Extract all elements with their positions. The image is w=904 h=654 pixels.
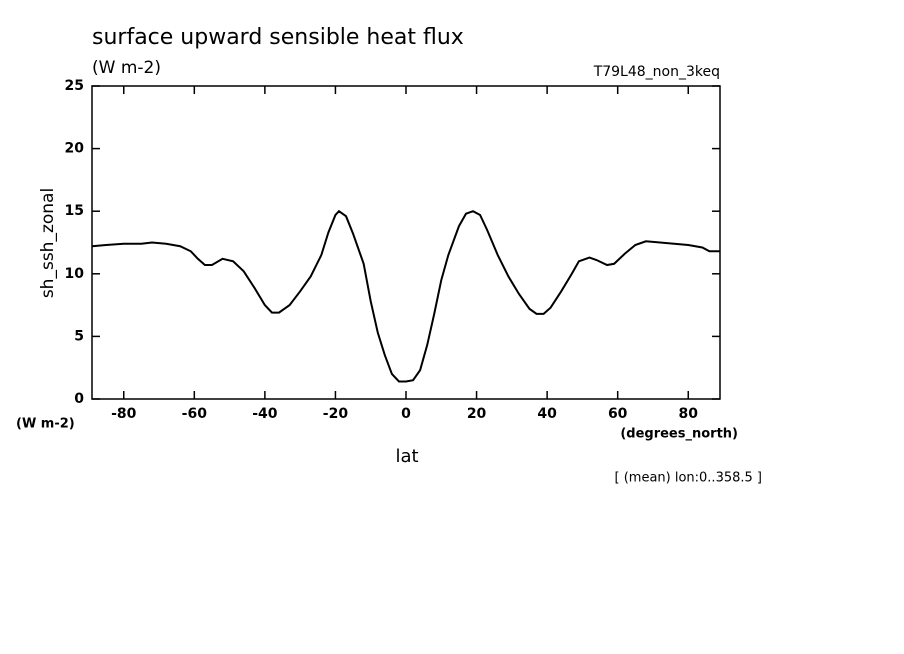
x-axis-label: lat [395, 446, 418, 467]
y-tick-label: 0 [74, 391, 84, 407]
x-unit: (degrees_north) [620, 427, 738, 442]
y-unit: (W m-2) [16, 417, 75, 432]
experiment-label: T79L48_non_3keq [593, 64, 720, 80]
x-tick-label: 80 [679, 406, 699, 422]
plot-frame [91, 85, 721, 400]
x-tick-label: 0 [401, 406, 411, 422]
chart-title: surface upward sensible heat flux [92, 25, 464, 50]
x-tick-label: -40 [252, 406, 278, 422]
x-tick-label: 40 [537, 406, 557, 422]
y-tick-label: 10 [65, 266, 85, 282]
line [91, 209, 720, 383]
x-tick-label: -80 [111, 406, 137, 422]
annotation: [ (mean) lon:0..358.5 ] [615, 471, 763, 486]
y-tick-label: 25 [65, 78, 84, 94]
x-tick-label: 60 [608, 406, 628, 422]
x-tick-label: -20 [323, 406, 349, 422]
x-tick-label: -60 [182, 406, 208, 422]
y-axis-label: sh_ssh_zonal [38, 188, 58, 298]
chart-subtitle: (W m-2) [92, 58, 161, 78]
y-tick-label: 15 [65, 203, 84, 219]
y-tick-label: 20 [65, 141, 85, 157]
y-tick-label: 5 [74, 328, 84, 344]
x-tick-label: 20 [467, 406, 487, 422]
